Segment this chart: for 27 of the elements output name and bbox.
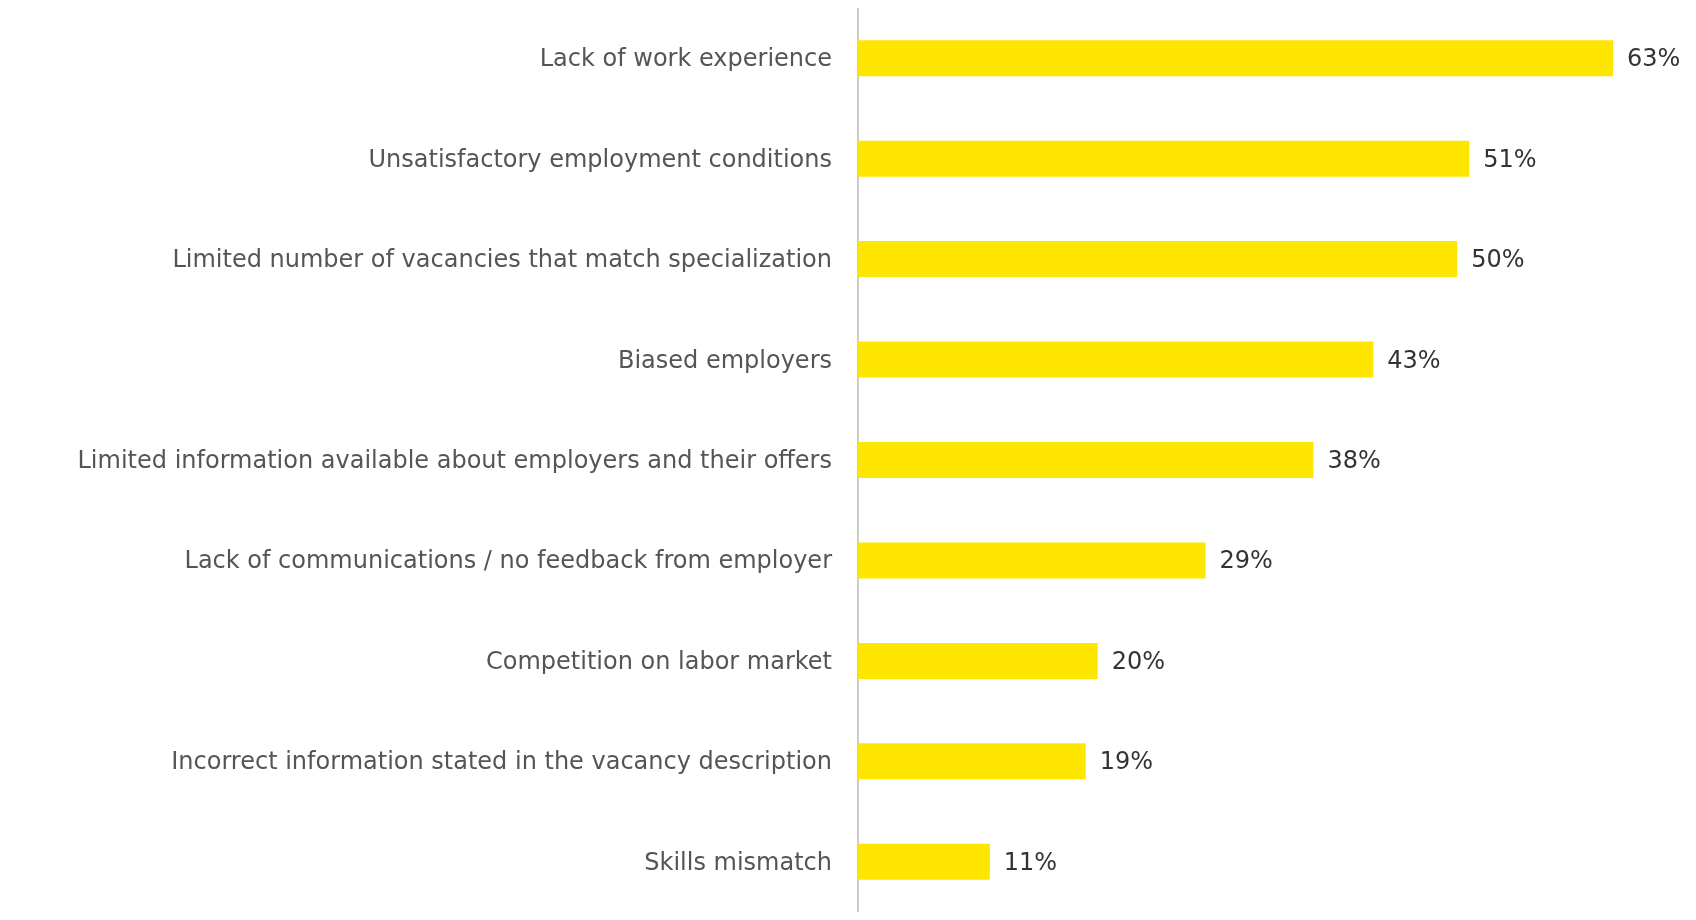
data-label: 11% xyxy=(1003,847,1058,876)
bar xyxy=(858,843,990,880)
y-tick-label: Limited information available about employers and their offers xyxy=(77,446,832,474)
bar xyxy=(858,743,1086,780)
bar xyxy=(858,241,1458,278)
bar xyxy=(858,642,1098,679)
data-label: 50% xyxy=(1471,245,1525,274)
data-label: 20% xyxy=(1111,646,1166,675)
data-label: 43% xyxy=(1387,345,1441,374)
data-label: 51% xyxy=(1483,144,1537,173)
bar xyxy=(858,442,1314,478)
y-tick-label: Competition on labor market xyxy=(486,646,832,675)
y-tick-label: Lack of work experience xyxy=(539,44,832,73)
data-label: 19% xyxy=(1099,747,1154,776)
bar xyxy=(858,341,1374,378)
data-label: 63% xyxy=(1627,44,1681,73)
bar xyxy=(858,140,1470,177)
y-tick-label: Skills mismatch xyxy=(644,847,832,876)
data-label: 38% xyxy=(1327,446,1381,474)
y-tick-label: Lack of communications / no feedback from employer xyxy=(184,546,833,575)
y-tick-label: Incorrect information stated in the vacancy description xyxy=(171,747,832,776)
y-tick-label: Biased employers xyxy=(617,345,832,374)
y-tick-label: Limited number of vacancies that match specialization xyxy=(172,245,832,274)
bar xyxy=(858,542,1206,579)
data-label: 29% xyxy=(1219,546,1273,575)
bar xyxy=(858,40,1613,77)
y-tick-label: Unsatisfactory employment conditions xyxy=(368,144,832,173)
